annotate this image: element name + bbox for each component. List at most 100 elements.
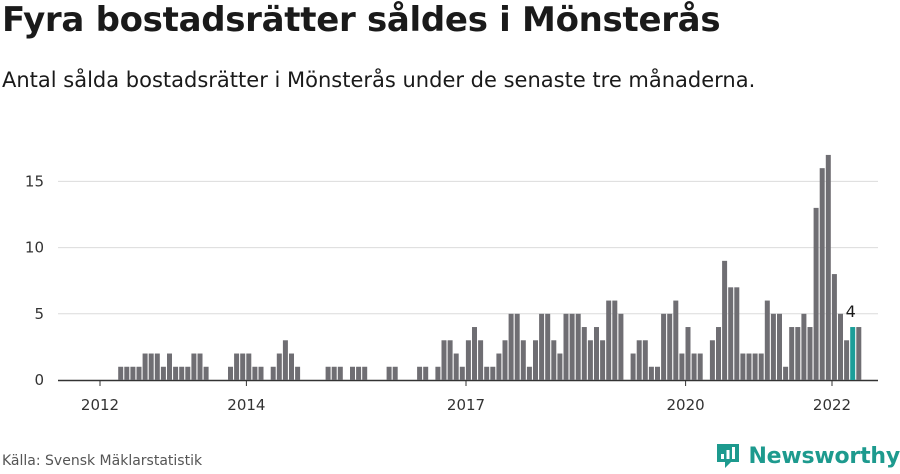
bar (831, 274, 837, 380)
bar (502, 340, 508, 380)
bar (819, 168, 825, 380)
bar (514, 313, 520, 380)
bar (423, 366, 429, 380)
x-tick-label: 2022 (813, 396, 851, 414)
bar (685, 327, 691, 380)
bar (191, 353, 197, 380)
bar (179, 366, 185, 380)
data-label: 4 (846, 302, 856, 321)
brand-logo: Newsworthy (715, 440, 900, 472)
bar (734, 287, 740, 380)
gridlines (58, 180, 878, 386)
bar (844, 340, 850, 380)
bar (575, 313, 581, 380)
bar (276, 353, 282, 380)
chart-subtitle: Antal sålda bostadsrätter i Mönsterås un… (2, 68, 756, 92)
bar (606, 300, 612, 380)
bar (551, 340, 557, 380)
bar (777, 313, 782, 380)
bar (246, 353, 252, 380)
bar (587, 340, 593, 380)
x-tick-label: 2020 (667, 396, 705, 414)
x-tick-label: 2017 (447, 396, 485, 414)
bar (295, 366, 301, 380)
bar (709, 340, 715, 380)
bar (752, 353, 758, 380)
bar (496, 353, 502, 380)
bar (203, 366, 209, 380)
bar (185, 366, 191, 380)
bar (581, 327, 587, 380)
bar (856, 327, 862, 380)
bar (465, 340, 471, 380)
bar (661, 313, 667, 380)
bar (282, 340, 288, 380)
bar (472, 327, 477, 380)
bar (459, 366, 465, 380)
y-tick-label: 0 (34, 371, 44, 389)
bar (764, 300, 770, 380)
bar (636, 340, 642, 380)
bar (228, 366, 233, 380)
bar (770, 313, 776, 380)
bar (240, 353, 246, 380)
bar (289, 353, 294, 380)
bar (746, 353, 752, 380)
bar (142, 353, 148, 380)
bar (539, 313, 545, 380)
bar (417, 366, 423, 380)
bar (569, 313, 575, 380)
bar (173, 366, 179, 380)
bar (697, 353, 703, 380)
bar (801, 313, 807, 380)
bar (356, 366, 362, 380)
bar (130, 366, 136, 380)
bar (453, 353, 459, 380)
bar (136, 366, 142, 380)
bar (533, 340, 538, 380)
bar (722, 260, 728, 380)
y-tick-label: 5 (34, 305, 44, 323)
bar (520, 340, 526, 380)
bar (642, 340, 648, 380)
bar (600, 340, 606, 380)
bar-chart: 0 5 10 15 2012 2014 2017 2020 2022 4 (25, 154, 878, 414)
bar (526, 366, 532, 380)
bar (648, 366, 654, 380)
y-tick-label: 10 (25, 239, 44, 257)
bar (234, 353, 240, 380)
bar-highlight (850, 327, 856, 380)
bar (825, 154, 831, 380)
bar (618, 313, 624, 380)
bar (447, 340, 453, 380)
bars (118, 154, 862, 380)
bar (557, 353, 563, 380)
bar (197, 353, 203, 380)
bar (563, 313, 569, 380)
bar (594, 327, 599, 380)
chart-title: Fyra bostadsrätter såldes i Mönsterås (2, 0, 721, 40)
bar (813, 207, 819, 380)
bar (740, 353, 746, 380)
bar (728, 287, 734, 380)
bar (435, 366, 441, 380)
bar (612, 300, 618, 380)
bar (679, 353, 685, 380)
bar (124, 366, 130, 380)
bar (392, 366, 398, 380)
bar (673, 300, 679, 380)
bar (441, 340, 447, 380)
bar (807, 327, 813, 380)
bar (252, 366, 258, 380)
bar (716, 327, 721, 380)
bar (478, 340, 484, 380)
bar (508, 313, 514, 380)
x-tick-label: 2014 (227, 396, 265, 414)
bar (154, 353, 160, 380)
bar (337, 366, 343, 380)
labels: 0 5 10 15 2012 2014 2017 2020 2022 4 (25, 172, 856, 414)
bar (758, 353, 764, 380)
bar (331, 366, 337, 380)
bar (167, 353, 172, 380)
bar (118, 366, 124, 380)
